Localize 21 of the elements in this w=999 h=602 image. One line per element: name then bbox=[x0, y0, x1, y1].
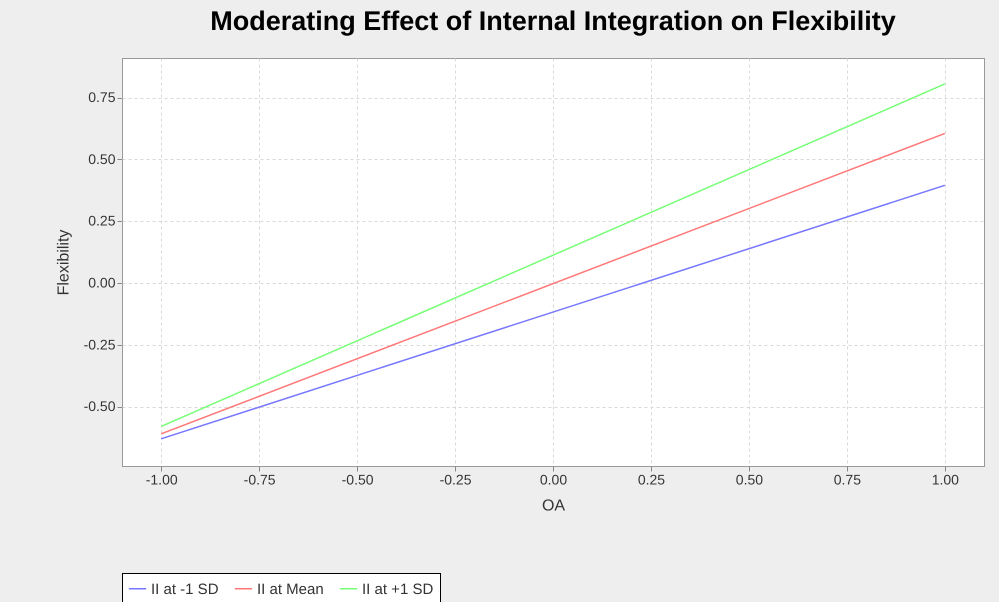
y-tick-label: 0.75 bbox=[88, 89, 116, 106]
x-tick-label: -0.50 bbox=[342, 472, 374, 488]
y-tick-label: -0.25 bbox=[84, 336, 116, 352]
x-tick-label: 0.75 bbox=[834, 472, 862, 488]
chart-title: Moderating Effect of Internal Integration on Flexibility bbox=[210, 6, 896, 36]
legend-label: II at Mean bbox=[257, 580, 324, 598]
x-tick-label: -0.75 bbox=[244, 472, 276, 488]
legend-label: II at +1 SD bbox=[362, 580, 434, 598]
x-tick-label: 0.00 bbox=[540, 472, 568, 488]
x-tick-label: 1.00 bbox=[932, 472, 960, 488]
y-tick-label: 0.00 bbox=[88, 274, 116, 291]
x-tick-label: 0.50 bbox=[736, 472, 764, 488]
y-tick-label: 0.25 bbox=[88, 212, 116, 229]
x-axis-title: OA bbox=[542, 498, 566, 514]
y-tick-label: 0.50 bbox=[88, 150, 116, 167]
x-tick-label: -1.00 bbox=[146, 472, 178, 488]
y-tick-label: -0.50 bbox=[84, 398, 116, 414]
legend-label: II at -1 SD bbox=[151, 580, 219, 598]
x-tick-label: 0.25 bbox=[638, 472, 666, 488]
x-tick-label: -0.25 bbox=[440, 472, 472, 488]
y-axis-title: Flexibility bbox=[56, 230, 73, 296]
